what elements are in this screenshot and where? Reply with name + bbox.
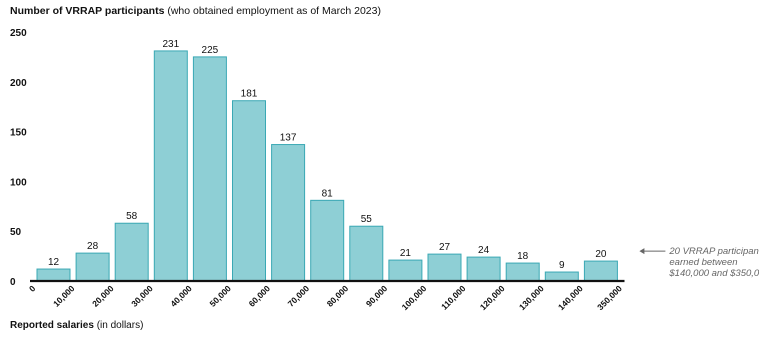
bar xyxy=(310,199,345,282)
x-tick-label: 30,000 xyxy=(129,283,155,309)
bar xyxy=(388,259,423,282)
x-tick-label: 10,000 xyxy=(51,283,77,309)
annotation-text: 20 VRRAP participants xyxy=(668,246,759,257)
data-label: 21 xyxy=(400,248,412,259)
bar xyxy=(427,253,462,282)
bar xyxy=(153,50,188,282)
data-label: 27 xyxy=(439,242,451,253)
data-label: 20 xyxy=(595,249,607,260)
data-label: 225 xyxy=(202,45,219,56)
x-tick-label: 90,000 xyxy=(364,283,390,309)
bar xyxy=(583,260,618,282)
data-label: 12 xyxy=(48,257,60,268)
data-label: 58 xyxy=(126,211,138,222)
y-tick-label: 150 xyxy=(10,128,27,139)
bar xyxy=(192,56,227,282)
x-tick-label: 70,000 xyxy=(286,283,312,309)
x-tick-label: 110,000 xyxy=(439,283,468,312)
x-tick-label: 40,000 xyxy=(168,283,194,309)
data-label: 9 xyxy=(559,260,565,271)
y-tick-label: 250 xyxy=(10,28,27,39)
x-tick-label: 130,000 xyxy=(517,283,546,312)
data-label: 18 xyxy=(517,251,529,262)
data-label: 181 xyxy=(241,89,258,100)
annotation-arrowhead-icon xyxy=(639,248,645,255)
x-tick-label: 80,000 xyxy=(325,283,351,309)
x-tick-label: 60,000 xyxy=(247,283,273,309)
x-tick-label: 350,000 xyxy=(595,283,624,312)
bar xyxy=(544,271,579,282)
annotation-text: $140,000 and $350,000 xyxy=(668,268,759,279)
bar xyxy=(114,222,149,282)
data-label: 55 xyxy=(361,214,373,225)
data-label: 231 xyxy=(162,39,179,50)
bar xyxy=(232,100,266,282)
x-tick-label: 120,000 xyxy=(478,283,507,312)
x-axis-title-rest: (in dollars) xyxy=(93,320,144,331)
chart-title-bold: Number of VRRAP participants xyxy=(10,5,165,17)
annotation-text: earned between xyxy=(669,257,737,268)
x-tick-label: 100,000 xyxy=(400,283,429,312)
data-label: 24 xyxy=(478,245,490,256)
bar xyxy=(75,252,110,282)
x-tick-label: 140,000 xyxy=(556,283,585,312)
data-label: 28 xyxy=(87,241,99,252)
y-tick-label: 200 xyxy=(10,78,27,89)
x-axis-title: Reported salaries (in dollars) xyxy=(10,320,143,331)
bar xyxy=(466,256,501,282)
y-tick-label: 50 xyxy=(10,227,22,238)
x-tick-label: 50,000 xyxy=(207,283,233,309)
data-label: 137 xyxy=(280,133,297,144)
chart-title: Number of VRRAP participants (who obtain… xyxy=(10,5,381,17)
chart-title-rest: (who obtained employment as of March 202… xyxy=(164,5,381,17)
y-tick-label: 0 xyxy=(10,277,16,288)
x-tick-label: 20,000 xyxy=(90,283,116,309)
bar xyxy=(349,225,384,282)
data-label: 81 xyxy=(322,188,334,199)
bar xyxy=(505,262,540,282)
y-tick-label: 100 xyxy=(10,177,27,188)
bar xyxy=(36,268,71,282)
x-axis-title-bold: Reported salaries xyxy=(10,320,94,331)
bar xyxy=(271,144,306,282)
x-tick-label: 0 xyxy=(27,283,38,294)
